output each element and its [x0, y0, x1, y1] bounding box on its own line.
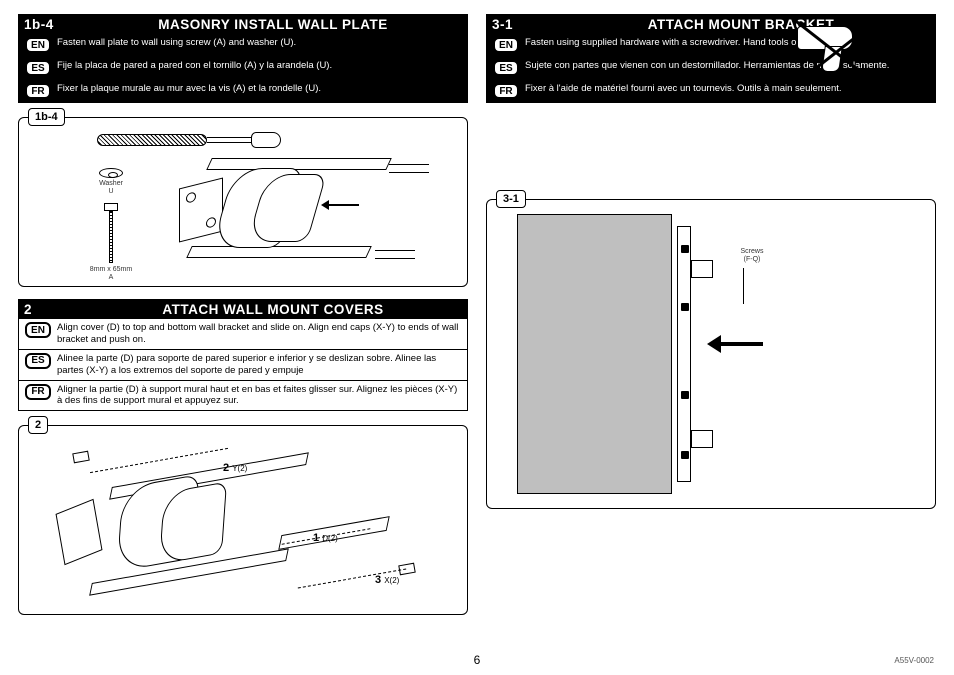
wrench-shaft-icon — [207, 137, 255, 143]
row-2-es: ES Alinee la parte (D) para soporte de p… — [18, 350, 468, 381]
washer-label: Washer U — [91, 180, 131, 195]
right-column: 3-1 ATTACH MOUNT BRACKET EN Fasten using… — [486, 14, 936, 627]
diagram-2-wrap: 2 — [18, 425, 468, 615]
left-column: 1b-4 MASONRY INSTALL WALL PLATE EN Faste… — [18, 14, 468, 627]
diagram-tab-31: 3-1 — [496, 190, 526, 208]
wrench-head-icon — [251, 132, 281, 148]
leader-line — [743, 268, 744, 304]
mount-clip-top-icon — [691, 260, 713, 278]
tv-panel-icon — [517, 214, 672, 494]
step-num-1b4: 1b-4 — [24, 17, 84, 32]
text-2-es: Alinee la parte (D) para soporte de pare… — [57, 350, 467, 380]
callout-2: 2 Y(2) — [223, 462, 247, 474]
step-title-1b4: MASONRY INSTALL WALL PLATE — [84, 17, 462, 32]
washer-icon — [99, 168, 123, 178]
row-1b4-es: ES Fije la placa de pared a pared con el… — [18, 57, 468, 80]
badge-es: ES — [25, 353, 51, 369]
diagram-1b4: Washer U 8mm x 65mm A — [18, 117, 468, 287]
badge-en: EN — [493, 37, 519, 53]
callout-1: 1 D(2) — [313, 532, 338, 544]
mount-bracket-icon — [677, 226, 691, 482]
text-2-en: Align cover (D) to top and bottom wall b… — [57, 319, 467, 349]
badge-fr: FR — [25, 83, 51, 99]
bracket-assembly-icon — [179, 158, 459, 278]
bolt-shaft-icon — [109, 211, 113, 263]
text-1b4-fr: Fixer la plaque murale au mur avec la vi… — [57, 80, 467, 98]
step-num-2: 2 — [24, 302, 84, 317]
section-1b4: 1b-4 MASONRY INSTALL WALL PLATE EN Faste… — [18, 14, 468, 287]
step-num-31: 3-1 — [492, 17, 552, 32]
section-2: 2 ATTACH WALL MOUNT COVERS EN Align cove… — [18, 299, 468, 615]
diagram-2: 1 D(2) 2 Y(2) 3 X(2) — [18, 425, 468, 615]
title-bar-2: 2 ATTACH WALL MOUNT COVERS — [18, 299, 468, 319]
arrow-left-icon — [719, 342, 763, 346]
diagram-1b4-wrap: 1b-4 Washer U 8mm x 65mm A — [18, 117, 468, 287]
text-1b4-en: Fasten wall plate to wall using screw (A… — [57, 34, 467, 52]
bolt-label: 8mm x 65mm A — [85, 266, 137, 281]
row-2-en: EN Align cover (D) to top and bottom wal… — [18, 319, 468, 350]
text-2-fr: Aligner la partie (D) à support mural ha… — [57, 381, 467, 411]
badge-es: ES — [25, 60, 51, 76]
row-1b4-en: EN Fasten wall plate to wall using screw… — [18, 34, 468, 57]
screws-label: Screws (F-Q) — [727, 248, 777, 263]
doc-code: A55V-0002 — [894, 656, 934, 665]
no-power-tools-icon — [789, 16, 884, 86]
section-31: 3-1 ATTACH MOUNT BRACKET EN Fasten using… — [486, 14, 936, 509]
badge-en: EN — [25, 37, 51, 53]
badge-fr: FR — [493, 83, 519, 99]
text-1b4-es: Fije la placa de pared a pared con el to… — [57, 57, 467, 75]
diagram-31: Screws (F-Q) — [486, 199, 936, 509]
row-1b4-fr: FR Fixer la plaque murale au mur avec la… — [18, 80, 468, 103]
row-2-fr: FR Aligner la partie (D) à support mural… — [18, 381, 468, 412]
step-title-2: ATTACH WALL MOUNT COVERS — [84, 302, 462, 317]
callout-3: 3 X(2) — [375, 574, 399, 586]
badge-es: ES — [493, 60, 519, 76]
badge-en: EN — [25, 322, 51, 338]
badge-fr: FR — [25, 384, 51, 400]
diagram-tab-1b4: 1b-4 — [28, 108, 65, 126]
diagram-tab-2: 2 — [28, 416, 48, 434]
page-number: 6 — [474, 653, 481, 667]
title-bar-1b4: 1b-4 MASONRY INSTALL WALL PLATE — [18, 14, 468, 34]
diagram-31-wrap: 3-1 Screws (F-Q) — [486, 199, 936, 509]
bolt-head-icon — [104, 203, 118, 211]
mount-clip-bottom-icon — [691, 430, 713, 448]
wrench-handle-icon — [97, 134, 207, 146]
